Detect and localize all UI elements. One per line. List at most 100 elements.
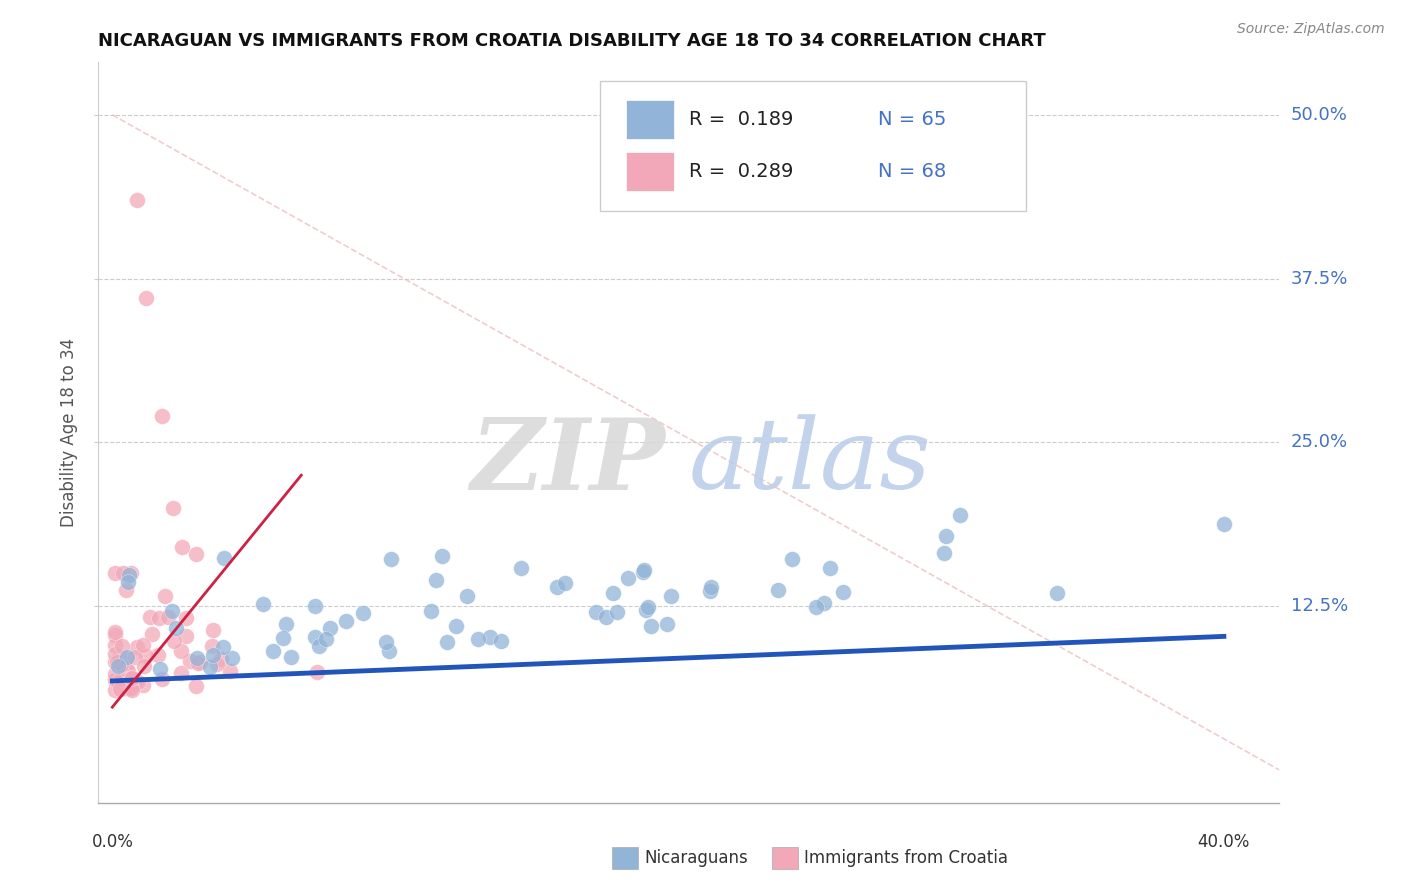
Point: [315, 632, 337, 646]
Point: [149, 662, 172, 676]
Point: [444, 618, 467, 632]
Bar: [626, 152, 673, 191]
Point: [118, 681, 141, 696]
Point: [120, 566, 142, 581]
Point: [634, 603, 657, 617]
Point: [105, 655, 128, 669]
Point: [155, 589, 177, 603]
Point: [120, 681, 142, 695]
Point: [456, 589, 478, 603]
Point: [114, 661, 136, 675]
Point: [127, 675, 149, 690]
Text: R =  0.289: R = 0.289: [689, 161, 793, 181]
Point: [595, 610, 617, 624]
Point: [546, 580, 568, 594]
Point: [138, 610, 160, 624]
Point: [554, 576, 576, 591]
Point: [104, 655, 127, 669]
Point: [420, 604, 443, 618]
Text: N = 68: N = 68: [877, 161, 946, 181]
Point: [186, 679, 208, 693]
Point: [352, 607, 374, 621]
Point: [436, 635, 458, 649]
Point: [209, 652, 232, 666]
Point: [104, 666, 127, 681]
Point: [633, 564, 655, 578]
Point: [117, 665, 139, 679]
Point: [121, 683, 143, 698]
Point: [112, 681, 135, 695]
Text: 37.5%: 37.5%: [1291, 269, 1348, 287]
Bar: [612, 847, 638, 870]
Point: [949, 508, 972, 522]
Point: [585, 605, 607, 619]
Point: [934, 546, 956, 560]
Point: [125, 640, 148, 654]
Point: [121, 671, 143, 685]
Point: [186, 651, 208, 665]
Point: [700, 580, 723, 594]
Point: [616, 571, 638, 585]
Point: [160, 604, 183, 618]
Text: 40.0%: 40.0%: [1198, 833, 1250, 851]
Point: [221, 651, 243, 665]
Point: [766, 582, 789, 597]
Point: [425, 573, 447, 587]
Point: [110, 682, 132, 697]
Text: NICARAGUAN VS IMMIGRANTS FROM CROATIA DISABILITY AGE 18 TO 34 CORRELATION CHART: NICARAGUAN VS IMMIGRANTS FROM CROATIA DI…: [98, 32, 1046, 50]
Point: [135, 649, 157, 664]
Point: [1212, 516, 1234, 531]
Text: 12.5%: 12.5%: [1291, 598, 1348, 615]
Point: [201, 648, 224, 662]
Point: [280, 649, 302, 664]
Point: [104, 673, 127, 688]
Point: [111, 639, 134, 653]
Point: [117, 574, 139, 589]
Point: [378, 644, 401, 658]
Point: [170, 643, 193, 657]
Point: [304, 599, 326, 614]
Text: Source: ZipAtlas.com: Source: ZipAtlas.com: [1237, 22, 1385, 37]
Text: N = 65: N = 65: [877, 110, 946, 129]
Point: [659, 589, 682, 603]
Point: [104, 625, 127, 640]
FancyBboxPatch shape: [600, 81, 1025, 211]
Point: [510, 561, 533, 575]
Point: [252, 597, 274, 611]
Point: [127, 193, 149, 207]
Point: [135, 291, 157, 305]
Point: [107, 659, 129, 673]
Point: [467, 632, 489, 646]
Point: [212, 640, 235, 654]
Point: [132, 677, 155, 691]
Point: [274, 617, 297, 632]
Point: [780, 552, 803, 566]
Point: [141, 627, 163, 641]
Point: [170, 666, 193, 681]
Point: [108, 673, 131, 688]
Point: [163, 634, 186, 648]
Point: [308, 639, 330, 653]
Point: [813, 596, 835, 610]
Point: [110, 657, 132, 672]
Point: [271, 631, 294, 645]
Text: Nicaraguans: Nicaraguans: [644, 849, 748, 867]
Point: [335, 614, 357, 628]
Point: [150, 673, 173, 687]
Point: [219, 664, 242, 678]
Point: [104, 566, 127, 581]
Text: 50.0%: 50.0%: [1291, 106, 1347, 124]
Point: [174, 611, 197, 625]
Bar: [626, 100, 673, 138]
Point: [602, 586, 624, 600]
Point: [606, 606, 628, 620]
Point: [176, 629, 198, 643]
Point: [262, 644, 284, 658]
Point: [118, 567, 141, 582]
Point: [699, 584, 721, 599]
Point: [188, 655, 211, 669]
Point: [201, 639, 224, 653]
Text: 25.0%: 25.0%: [1291, 434, 1348, 451]
Point: [179, 654, 201, 668]
Point: [120, 672, 142, 686]
